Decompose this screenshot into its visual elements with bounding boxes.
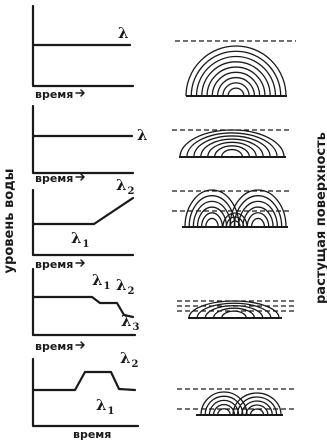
panel-4-axes: [31, 267, 137, 337]
panel-3-axes: [31, 188, 135, 257]
dome-1: [185, 45, 287, 97]
panel-3-level-line: [31, 196, 135, 226]
panel-5-level-label-lower: λ1: [96, 396, 115, 417]
panel-1-level-label: λ: [118, 24, 129, 42]
panel-2-axes: [31, 104, 135, 175]
panel-1-axes: [31, 4, 135, 88]
time-label-3: время: [35, 258, 74, 271]
dome-5-left: [200, 391, 248, 416]
panel-3-level-label-lower: λ1: [71, 229, 90, 250]
time-label-4: время: [35, 340, 74, 353]
dome-3-left: [184, 189, 240, 228]
panel-4-level-label-3: λ3: [121, 312, 140, 333]
panel-3-level-label-upper: λ2: [116, 176, 135, 197]
time-label-1: время: [35, 88, 74, 101]
right-axis-label: растущая поверхность: [314, 132, 327, 304]
panel-2-time-arrow: [75, 173, 85, 181]
panel-4-level-label-2: λ2: [116, 276, 135, 297]
dome-2: [179, 129, 285, 158]
panel-5-level-line: [31, 370, 137, 392]
panel-3-time-arrow: [75, 259, 85, 267]
panel-4-level-label-1: λ1: [92, 271, 111, 292]
panel-2-level-label: λ: [137, 126, 148, 144]
y-axis-label: уровень воды: [2, 168, 17, 274]
panel-1-time-arrow: [75, 89, 85, 97]
panel-4-level-line: [31, 295, 135, 319]
time-label-2: время: [35, 172, 74, 185]
dome-3-mid: [222, 212, 248, 228]
panel-5-axes: [31, 357, 140, 428]
dome-3-right: [229, 189, 287, 228]
dome-5-right: [232, 392, 282, 416]
panel-4-time-arrow: [75, 341, 85, 349]
dome-4: [188, 300, 280, 319]
time-label-5: время: [73, 428, 112, 441]
panel-5-level-label-upper: λ2: [120, 349, 139, 370]
